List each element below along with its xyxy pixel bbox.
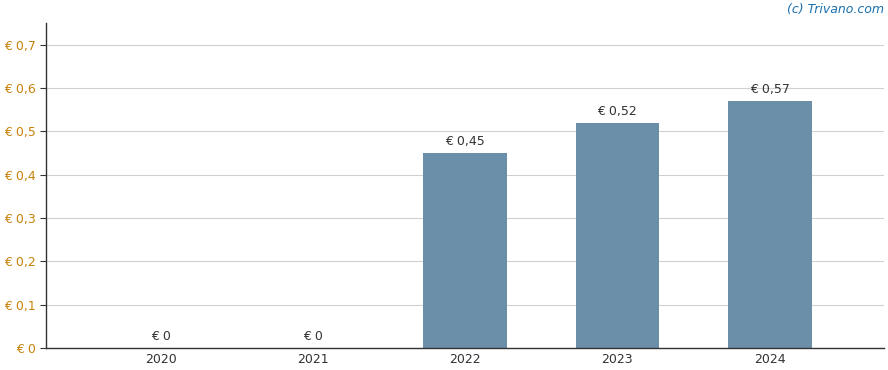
Bar [424, 153, 507, 348]
Text: € 0,45: € 0,45 [445, 135, 485, 148]
Text: € 0: € 0 [303, 330, 323, 343]
Bar [575, 122, 659, 348]
Text: (c) Trivano.com: (c) Trivano.com [787, 3, 884, 16]
Bar [728, 101, 812, 348]
Text: € 0,57: € 0,57 [749, 83, 789, 96]
Text: € 0,52: € 0,52 [598, 105, 638, 118]
Text: € 0: € 0 [151, 330, 170, 343]
